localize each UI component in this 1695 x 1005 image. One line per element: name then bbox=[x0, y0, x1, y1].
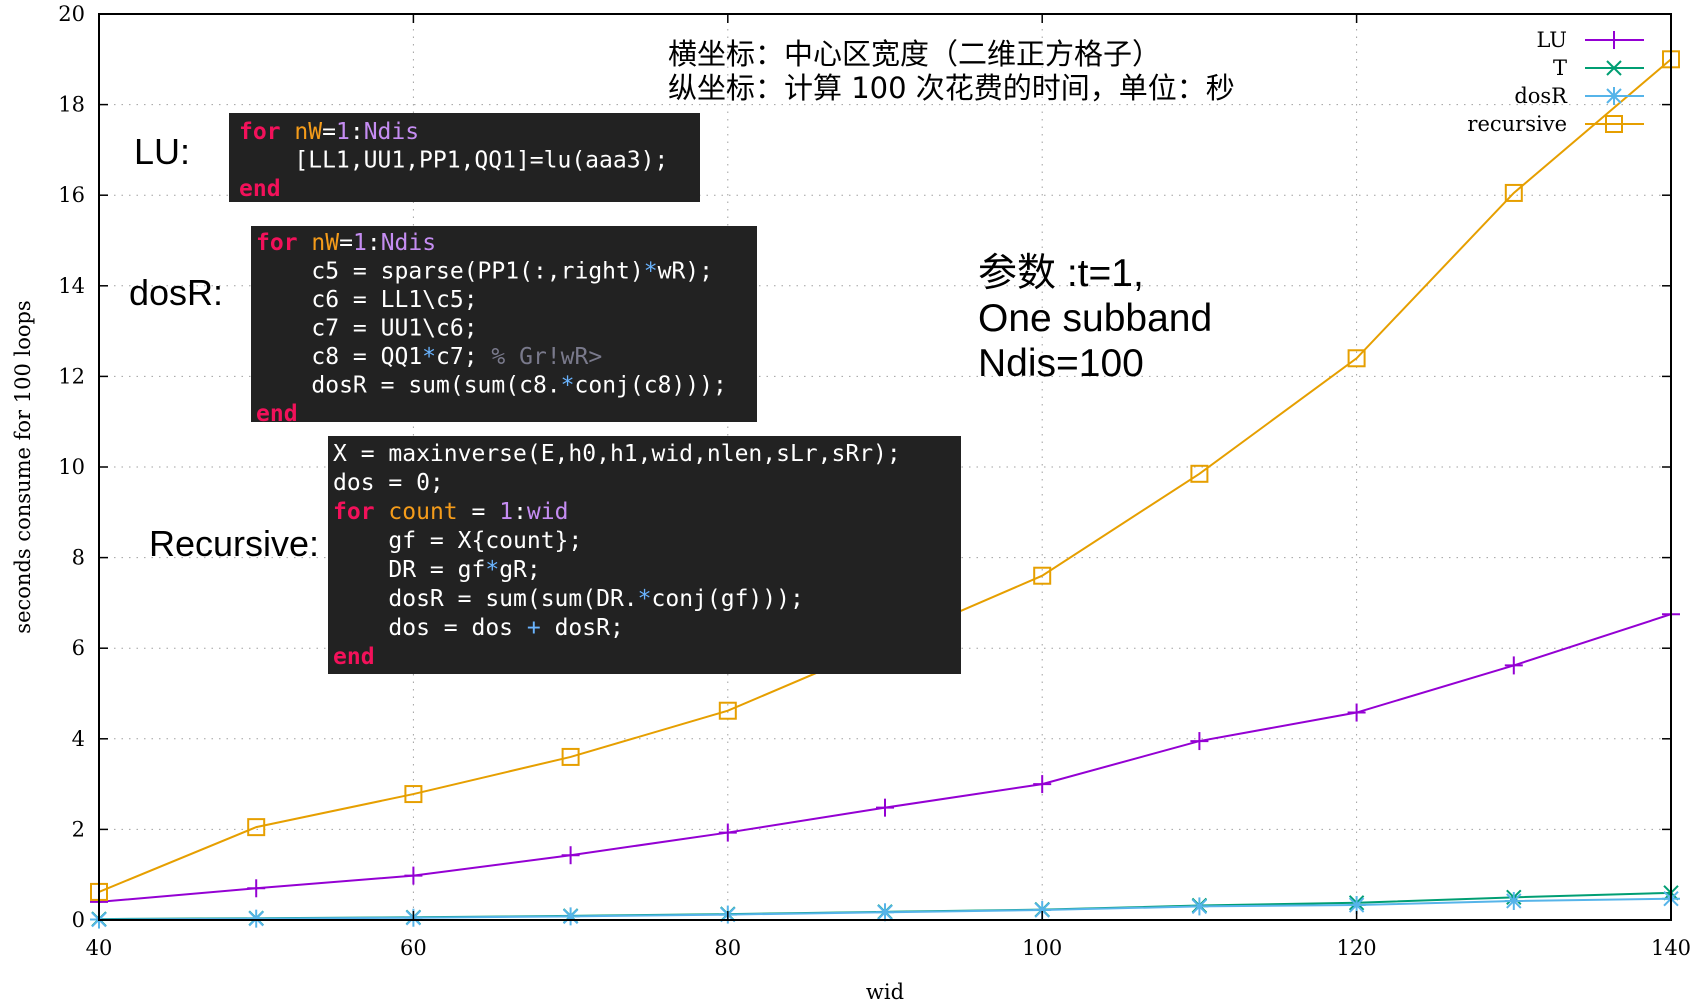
legend-marker-lu bbox=[1605, 31, 1623, 49]
data-point-recursive bbox=[1190, 464, 1209, 483]
x-tick-label: 140 bbox=[1651, 936, 1691, 960]
data-point-dosr bbox=[1504, 891, 1523, 910]
code-block-lu: for nW=1:Ndis [LL1,UU1,PP1,QQ1]=lu(aaa3)… bbox=[229, 113, 700, 202]
code-line: for count = 1:wid bbox=[333, 499, 568, 525]
code-line: c8 = QQ1*c7; % Gr!wR> bbox=[256, 344, 602, 370]
axis-note-line-1: 横坐标：中心区宽度（二维正方格子） bbox=[668, 37, 1161, 71]
x-tick-label: 40 bbox=[86, 936, 113, 960]
data-point-recursive bbox=[247, 818, 266, 837]
data-point-dosr bbox=[1033, 901, 1052, 920]
code-line: X = maxinverse(E,h0,h1,wid,nlen,sLr,sRr)… bbox=[333, 441, 901, 467]
data-point-lu bbox=[1347, 703, 1366, 722]
data-point-lu bbox=[718, 823, 737, 842]
x-tick-label: 80 bbox=[714, 936, 741, 960]
param-line-1: 参数 :t=1, bbox=[978, 252, 1144, 295]
x-tick-label: 100 bbox=[1022, 936, 1062, 960]
data-point-lu bbox=[876, 798, 894, 817]
y-tick-label: 20 bbox=[58, 2, 85, 26]
code-line: c5 = sparse(PP1(:,right)*wR); bbox=[256, 259, 713, 285]
x-tick-label: 60 bbox=[400, 936, 427, 960]
y-tick-label: 8 bbox=[72, 546, 85, 570]
data-point-recursive bbox=[1347, 349, 1366, 368]
y-tick-label: 2 bbox=[72, 817, 85, 841]
y-tick-label: 6 bbox=[72, 636, 85, 660]
code-block-dosr: for nW=1:Ndis c5 = sparse(PP1(:,right)*w… bbox=[251, 226, 757, 427]
legend-marker-dosr bbox=[1605, 87, 1623, 105]
code-line: gf = X{count}; bbox=[333, 528, 582, 554]
code-label-lu: LU: bbox=[134, 131, 190, 172]
code-block-recursive: X = maxinverse(E,h0,h1,wid,nlen,sLr,sRr)… bbox=[328, 436, 961, 674]
legend-marker-t bbox=[1606, 60, 1622, 76]
code-line: dos = dos + dosR; bbox=[333, 615, 624, 641]
data-point-lu bbox=[561, 846, 580, 865]
data-point-recursive bbox=[1033, 566, 1052, 585]
y-tick-label: 16 bbox=[58, 183, 85, 207]
y-tick-label: 10 bbox=[58, 455, 85, 479]
legend-label-t: T bbox=[1553, 56, 1567, 80]
y-tick-label: 14 bbox=[58, 274, 85, 298]
data-point-lu bbox=[1190, 732, 1209, 751]
data-point-recursive bbox=[561, 747, 580, 766]
legend-label-recursive: recursive bbox=[1467, 112, 1567, 136]
data-point-lu bbox=[404, 866, 423, 885]
data-point-recursive bbox=[1504, 183, 1523, 202]
code-line: end bbox=[256, 401, 298, 427]
data-point-dosr bbox=[561, 907, 580, 926]
code-line: c6 = LL1\c5; bbox=[256, 287, 478, 313]
legend-marker-recursive bbox=[1605, 115, 1623, 133]
param-line-2: One subband bbox=[978, 297, 1212, 340]
code-label-dosr: dosR: bbox=[129, 272, 223, 313]
y-tick-label: 12 bbox=[58, 364, 85, 388]
code-line: [LL1,UU1,PP1,QQ1]=lu(aaa3); bbox=[239, 148, 668, 174]
data-point-dosr bbox=[1190, 897, 1209, 916]
code-label-recursive: Recursive: bbox=[149, 523, 319, 564]
code-line: dos = 0; bbox=[333, 470, 444, 496]
legend-label-lu: LU bbox=[1537, 28, 1568, 52]
y-tick-label: 18 bbox=[58, 93, 85, 117]
code-line: dosR = sum(sum(DR.*conj(gf))); bbox=[333, 586, 804, 612]
code-line: end bbox=[333, 644, 375, 670]
code-line: c7 = UU1\c6; bbox=[256, 316, 478, 342]
y-axis-title: seconds consume for 100 loops bbox=[11, 300, 35, 633]
data-point-lu bbox=[247, 879, 266, 898]
data-point-lu bbox=[1504, 656, 1523, 675]
data-point-recursive bbox=[718, 701, 737, 720]
legend-label-dosr: dosR bbox=[1514, 84, 1568, 108]
data-point-dosr bbox=[876, 903, 894, 922]
code-line: dosR = sum(sum(c8.*conj(c8))); bbox=[256, 373, 727, 399]
y-tick-label: 4 bbox=[72, 727, 85, 751]
x-axis-title: wid bbox=[866, 980, 904, 1004]
data-point-lu bbox=[1033, 775, 1052, 794]
param-line-3: Ndis=100 bbox=[978, 342, 1144, 385]
code-line: for nW=1:Ndis bbox=[256, 230, 436, 256]
x-tick-label: 120 bbox=[1337, 936, 1377, 960]
y-tick-label: 0 bbox=[72, 908, 85, 932]
data-point-recursive bbox=[404, 785, 423, 804]
code-line: DR = gf*gR; bbox=[333, 557, 541, 583]
code-line: end bbox=[239, 176, 281, 202]
axis-note-line-2: 纵坐标：计算 100 次花费的时间，单位：秒 bbox=[668, 71, 1235, 105]
data-point-dosr bbox=[247, 909, 266, 928]
code-line: for nW=1:Ndis bbox=[239, 119, 419, 145]
axis-ticks: 40 60 80 100 120 140 0 2 4 6 8 10 12 14 16 18 20 bbox=[58, 2, 1691, 960]
